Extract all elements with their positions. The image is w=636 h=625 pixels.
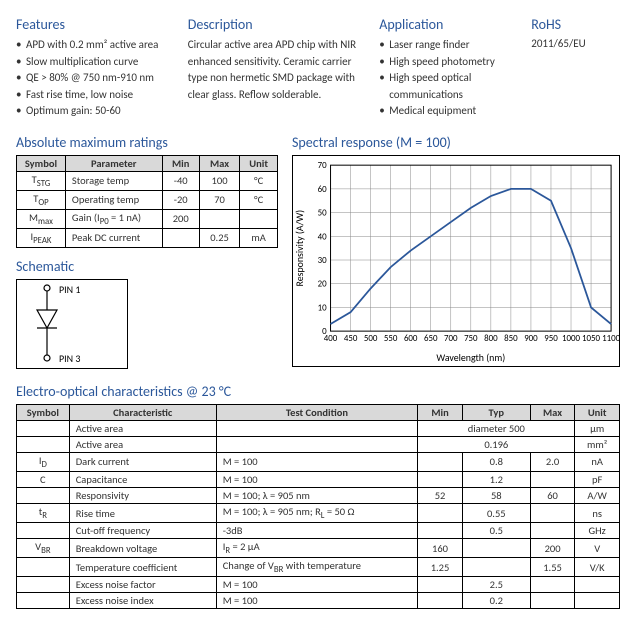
table-row: Active areadiameter 500μm (17, 420, 620, 436)
eo-table: Symbol Characteristic Test Condition Min… (16, 404, 620, 609)
mid-right: Spectral response (M = 100) 400450500550… (292, 134, 620, 369)
rohs-column: RoHS 2011/65/EU (531, 16, 620, 120)
eo-th-typ: Typ (462, 404, 530, 420)
table-row: Excess noise factorM = 1002.5 (17, 577, 620, 593)
pin3-label: PIN 3 (59, 352, 80, 365)
top-sections: Features APD with 0.2 mm² active areaSlo… (16, 16, 620, 120)
eo-th-char: Characteristic (69, 404, 216, 420)
application-item: High speed optical communications (379, 70, 517, 103)
svg-text:20: 20 (318, 279, 327, 289)
application-item: High speed photometry (379, 54, 517, 71)
application-column: Application Laser range finderHigh speed… (379, 16, 517, 120)
features-item: APD with 0.2 mm² active area (16, 37, 174, 54)
eo-th-max: Max (530, 404, 575, 420)
spectral-chart: 4004505005506006507007508008509009501000… (292, 155, 620, 367)
table-row: VBRBreakdown voltageIR = 2 μA160200V (17, 539, 620, 558)
description-heading: Description (188, 16, 365, 33)
table-row: Active area0.196mm² (17, 436, 620, 452)
eo-th-tc: Test Condition (216, 404, 418, 420)
svg-text:950: 950 (544, 334, 558, 344)
features-item: Fast rise time, low noise (16, 87, 174, 104)
table-row: CCapacitanceM = 1001.2pF (17, 471, 620, 487)
eo-heading: Electro-optical characteristics @ 23 °C (16, 383, 620, 400)
description-column: Description Circular active area APD chi… (188, 16, 365, 120)
table-row: TOPOperating temp-2070°C (17, 190, 278, 209)
svg-text:40: 40 (318, 232, 327, 242)
svg-text:700: 700 (444, 334, 458, 344)
svg-text:Wavelength (nm): Wavelength (nm) (436, 351, 505, 363)
application-item: Medical equipment (379, 103, 517, 120)
svg-text:0: 0 (322, 327, 327, 337)
rohs-value: 2011/65/EU (531, 37, 620, 50)
svg-text:10: 10 (318, 303, 327, 313)
amr-th-symbol: Symbol (17, 155, 66, 171)
middle-row: Absolute maximum ratings Symbol Paramete… (16, 134, 620, 369)
pin1-label: PIN 1 (59, 283, 80, 296)
mid-left: Absolute maximum ratings Symbol Paramete… (16, 134, 278, 369)
eo-th-min: Min (418, 404, 463, 420)
table-row: IDDark currentM = 1000.82.0nA (17, 452, 620, 471)
svg-text:1000: 1000 (562, 334, 580, 344)
schematic-svg: PIN 1 PIN 3 (17, 280, 127, 368)
svg-text:70: 70 (318, 161, 327, 171)
svg-text:500: 500 (364, 334, 378, 344)
table-row: ResponsivityM = 100; λ = 905 nm525860A/W (17, 487, 620, 503)
svg-text:Responsivity (A/W): Responsivity (A/W) (294, 209, 306, 286)
svg-text:600: 600 (404, 334, 418, 344)
amr-th-min: Min (162, 155, 199, 171)
eo-th-unit: Unit (575, 404, 620, 420)
amr-table: Symbol Parameter Min Max Unit TSTGStorag… (16, 155, 278, 248)
chart-svg: 4004505005506006507007508008509009501000… (293, 156, 619, 366)
svg-text:550: 550 (384, 334, 398, 344)
description-body: Circular active area APD chip with NIR e… (188, 37, 365, 103)
features-item: QE > 80% @ 750 nm-910 nm (16, 70, 174, 87)
rohs-heading: RoHS (531, 16, 620, 33)
svg-text:750: 750 (464, 334, 478, 344)
svg-text:50: 50 (318, 208, 327, 218)
features-heading: Features (16, 16, 174, 33)
application-item: Laser range finder (379, 37, 517, 54)
table-row: TSTGStorage temp-40100°C (17, 171, 278, 190)
svg-text:60: 60 (318, 184, 327, 194)
table-row: Temperature coefficientChange of VBR wit… (17, 558, 620, 577)
svg-text:30: 30 (318, 255, 327, 265)
features-column: Features APD with 0.2 mm² active areaSlo… (16, 16, 174, 120)
svg-text:850: 850 (504, 334, 518, 344)
amr-th-parameter: Parameter (65, 155, 162, 171)
chart-heading: Spectral response (M = 100) (292, 134, 620, 151)
table-row: MmaxGain (IP0 = 1 nA)200 (17, 209, 278, 228)
table-row: tRRise timeM = 100; λ = 905 nm; RL = 50 … (17, 503, 620, 522)
application-heading: Application (379, 16, 517, 33)
features-list: APD with 0.2 mm² active areaSlow multipl… (16, 37, 174, 120)
svg-text:450: 450 (344, 334, 358, 344)
amr-heading: Absolute maximum ratings (16, 134, 278, 151)
amr-th-max: Max (199, 155, 239, 171)
table-row: IPEAKPeak DC current0.25mA (17, 228, 278, 247)
schematic-box: PIN 1 PIN 3 (16, 279, 128, 369)
svg-text:650: 650 (424, 334, 438, 344)
eo-th-symbol: Symbol (17, 404, 70, 420)
table-row: Excess noise indexM = 1000.2 (17, 593, 620, 609)
application-list: Laser range finderHigh speed photometryH… (379, 37, 517, 120)
features-item: Optimum gain: 50-60 (16, 103, 174, 120)
svg-text:900: 900 (524, 334, 538, 344)
svg-text:800: 800 (484, 334, 498, 344)
schematic-heading: Schematic (16, 258, 278, 275)
table-row: Cut-off frequency-3dB0.5GHz (17, 523, 620, 539)
svg-text:1050: 1050 (582, 334, 600, 344)
features-item: Slow multiplication curve (16, 54, 174, 71)
amr-th-unit: Unit (240, 155, 278, 171)
svg-text:1100: 1100 (602, 334, 619, 344)
